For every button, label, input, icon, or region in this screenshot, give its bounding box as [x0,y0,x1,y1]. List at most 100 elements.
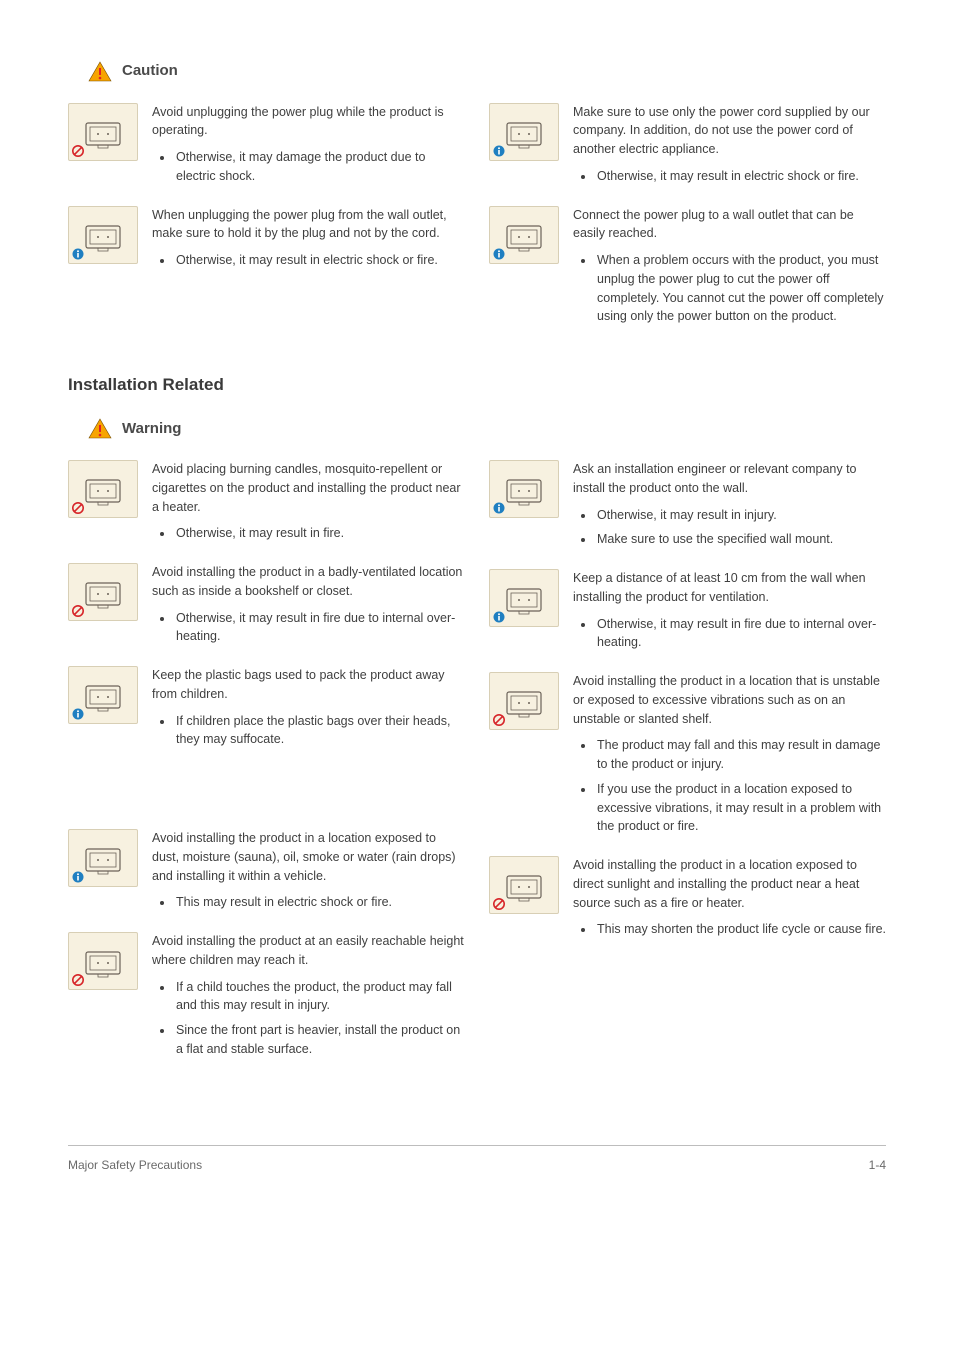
info-icon [493,248,505,260]
device-icon [76,569,130,615]
item-thumbnail [68,103,138,161]
item-bullet: Otherwise, it may result in fire due to … [595,615,886,653]
prohibit-icon [493,898,505,910]
info-icon [72,708,84,720]
installation-label: Installation Related [68,372,224,398]
item-thumbnail [68,206,138,264]
safety-item: When unplugging the power plug from the … [68,206,465,276]
safety-item: Avoid unplugging the power plug while th… [68,103,465,192]
item-bullet: This may result in electric shock or fir… [174,893,465,912]
device-icon [497,575,551,621]
item-bullet: If children place the plastic bags over … [174,712,465,750]
device-icon [76,109,130,155]
warning-columns: Avoid placing burning candles, mosquito-… [68,460,886,1065]
safety-item: Keep a distance of at least 10 cm from t… [489,569,886,658]
safety-item: Avoid installing the product in a locati… [68,829,465,918]
item-bullet: If you use the product in a location exp… [595,780,886,836]
caution-left-col: Avoid unplugging the power plug while th… [68,103,465,333]
item-lead: Keep a distance of at least 10 cm from t… [573,569,886,607]
warning-right-col: Ask an installation engineer or relevant… [489,460,886,1065]
item-body: Avoid installing the product in a locati… [152,829,465,918]
safety-item: Connect the power plug to a wall outlet … [489,206,886,333]
item-lead: Avoid installing the product in a badly-… [152,563,465,601]
item-bullet: When a problem occurs with the product, … [595,251,886,326]
item-body: Connect the power plug to a wall outlet … [573,206,886,333]
item-bullet: Otherwise, it may result in fire. [174,524,465,543]
item-bullet: This may shorten the product life cycle … [595,920,886,939]
warning-label: Warning [122,418,181,441]
device-icon [76,672,130,718]
device-icon [497,466,551,512]
item-lead: Avoid unplugging the power plug while th… [152,103,465,141]
item-thumbnail [489,856,559,914]
safety-item: Keep the plastic bags used to pack the p… [68,666,465,755]
item-bullet: Otherwise, it may result in injury. [595,506,886,525]
info-icon [493,145,505,157]
item-body: Avoid unplugging the power plug while th… [152,103,465,192]
safety-item: Avoid installing the product at an easil… [68,932,465,1065]
safety-item: Avoid installing the product in a locati… [489,856,886,945]
warning-heading: Warning [88,418,886,441]
device-icon [497,862,551,908]
item-lead: Make sure to use only the power cord sup… [573,103,886,159]
item-thumbnail [489,569,559,627]
item-bullet: Otherwise, it may result in fire due to … [174,609,465,647]
prohibit-icon [72,502,84,514]
item-thumbnail [489,206,559,264]
prohibit-icon [72,145,84,157]
safety-item: Avoid installing the product in a badly-… [68,563,465,652]
info-icon [72,248,84,260]
warning-triangle-icon [88,418,112,439]
device-icon [497,212,551,258]
item-thumbnail [68,460,138,518]
installation-heading: Installation Related [68,372,886,398]
item-body: Avoid installing the product in a badly-… [152,563,465,652]
item-thumbnail [68,666,138,724]
device-icon [76,835,130,881]
item-bullet: Otherwise, it may damage the product due… [174,148,465,186]
item-body: Ask an installation engineer or relevant… [573,460,886,555]
item-body: When unplugging the power plug from the … [152,206,465,276]
item-thumbnail [489,103,559,161]
caution-columns: Avoid unplugging the power plug while th… [68,103,886,333]
footer-right: 1-4 [869,1156,886,1174]
page-footer: Major Safety Precautions 1-4 [68,1145,886,1174]
item-body: Keep a distance of at least 10 cm from t… [573,569,886,658]
device-icon [76,938,130,984]
item-thumbnail [68,932,138,990]
caution-heading: Caution [88,60,886,83]
item-lead: When unplugging the power plug from the … [152,206,465,244]
item-bullet: The product may fall and this may result… [595,736,886,774]
item-bullet: Since the front part is heavier, install… [174,1021,465,1059]
device-icon [497,678,551,724]
item-lead: Avoid placing burning candles, mosquito-… [152,460,465,516]
item-lead: Ask an installation engineer or relevant… [573,460,886,498]
item-body: Keep the plastic bags used to pack the p… [152,666,465,755]
safety-item: Ask an installation engineer or relevant… [489,460,886,555]
item-thumbnail [489,672,559,730]
item-body: Avoid installing the product in a locati… [573,856,886,945]
item-lead: Avoid installing the product in a locati… [573,672,886,728]
item-lead: Keep the plastic bags used to pack the p… [152,666,465,704]
info-icon [72,871,84,883]
item-bullet: If a child touches the product, the prod… [174,978,465,1016]
item-bullet: Otherwise, it may result in electric sho… [595,167,886,186]
prohibit-icon [72,974,84,986]
device-icon [76,212,130,258]
item-bullet: Make sure to use the specified wall moun… [595,530,886,549]
item-lead: Connect the power plug to a wall outlet … [573,206,886,244]
device-icon [76,466,130,512]
item-thumbnail [489,460,559,518]
safety-item: Make sure to use only the power cord sup… [489,103,886,192]
info-icon [493,502,505,514]
safety-item: Avoid installing the product in a locati… [489,672,886,842]
caution-label: Caution [122,60,178,83]
prohibit-icon [72,605,84,617]
caution-right-col: Make sure to use only the power cord sup… [489,103,886,333]
item-body: Avoid installing the product in a locati… [573,672,886,842]
item-thumbnail [68,563,138,621]
prohibit-icon [493,714,505,726]
warning-left-col: Avoid placing burning candles, mosquito-… [68,460,465,1065]
warning-triangle-icon [88,61,112,82]
item-thumbnail [68,829,138,887]
